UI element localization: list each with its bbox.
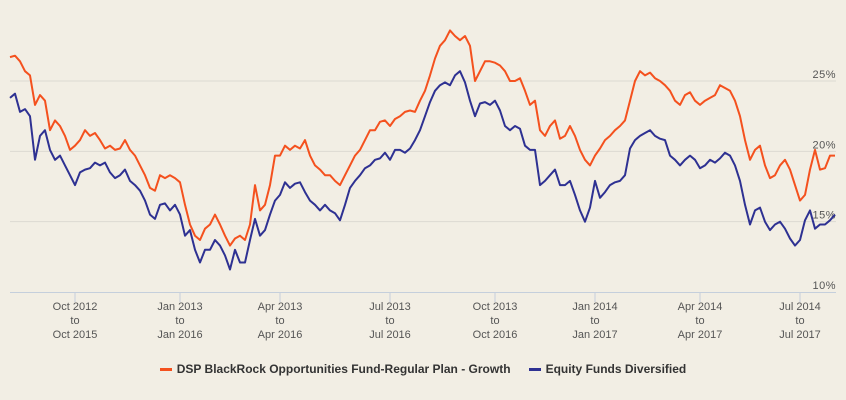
x-tick-label-line: Jan 2016 bbox=[157, 329, 202, 341]
x-tick-label: Jan 2014 to Jan 2017 bbox=[572, 301, 617, 341]
x-tick-label-line: to bbox=[490, 315, 499, 327]
x-tick-label-line: Jul 2016 bbox=[369, 329, 411, 341]
legend-item-category[interactable]: Equity Funds Diversified bbox=[528, 362, 687, 376]
x-tick-label-line: Jan 2017 bbox=[572, 329, 617, 341]
x-tick-label-line: to bbox=[795, 315, 804, 327]
y-tick-label: 25% bbox=[812, 69, 836, 81]
y-tick-label: 20% bbox=[812, 139, 836, 151]
legend-label-fund: DSP BlackRock Opportunities Fund-Regular… bbox=[176, 362, 511, 376]
legend-label-category: Equity Funds Diversified bbox=[545, 362, 687, 376]
y-tick-label: 10% bbox=[812, 280, 836, 292]
x-tick-label-line: Oct 2016 bbox=[473, 329, 518, 341]
x-tick-label-line: to bbox=[275, 315, 284, 327]
x-tick-label-line: Jul 2017 bbox=[779, 329, 821, 341]
x-tick-label: Jan 2013 to Jan 2016 bbox=[157, 301, 202, 341]
x-tick-label-line: to bbox=[70, 315, 79, 327]
x-tick-label: Oct 2012 to Oct 2015 bbox=[53, 301, 98, 341]
x-tick-label-line: to bbox=[695, 315, 704, 327]
x-tick-label: Apr 2014 to Apr 2017 bbox=[678, 301, 723, 341]
x-tick-label-line: Jan 2013 bbox=[157, 301, 202, 313]
x-tick-label-line: Jan 2014 bbox=[572, 301, 617, 313]
series-line-fund bbox=[9, 29, 835, 247]
x-tick-label-line: Apr 2013 bbox=[258, 301, 303, 313]
legend-item-fund[interactable]: DSP BlackRock Opportunities Fund-Regular… bbox=[159, 362, 511, 376]
x-tick-label: Apr 2013 to Apr 2016 bbox=[258, 301, 303, 341]
x-tick-label: Oct 2013 to Oct 2016 bbox=[473, 301, 518, 341]
x-tick-label-line: Jul 2014 bbox=[779, 301, 821, 313]
legend-swatch-fund bbox=[159, 367, 172, 371]
y-tick-label: 15% bbox=[812, 210, 836, 222]
x-tick-label-line: to bbox=[590, 315, 599, 327]
x-tick-label: Jul 2014 to Jul 2017 bbox=[779, 301, 821, 341]
x-tick-label-line: Oct 2012 bbox=[53, 301, 98, 313]
x-tick-label-line: Oct 2013 bbox=[473, 301, 518, 313]
x-tick-label-line: Oct 2015 bbox=[53, 329, 98, 341]
line-chart: 10% 15% 20% 25% Oct 2012 to Oct 2015 Jan 2013 t… bbox=[9, 29, 836, 341]
series-line-category bbox=[9, 70, 836, 271]
x-tick-label-line: to bbox=[175, 315, 184, 327]
legend-swatch-category bbox=[528, 367, 541, 371]
legend: DSP BlackRock Opportunities Fund-Regular… bbox=[0, 362, 846, 376]
x-tick-label-line: Apr 2014 bbox=[678, 301, 723, 313]
x-tick-label: Jul 2013 to Jul 2016 bbox=[369, 301, 411, 341]
x-tick-label-line: Jul 2013 bbox=[369, 301, 411, 313]
x-tick-label-line: Apr 2016 bbox=[258, 329, 303, 341]
x-tick-label-line: to bbox=[385, 315, 394, 327]
x-tick-label-line: Apr 2017 bbox=[678, 329, 723, 341]
